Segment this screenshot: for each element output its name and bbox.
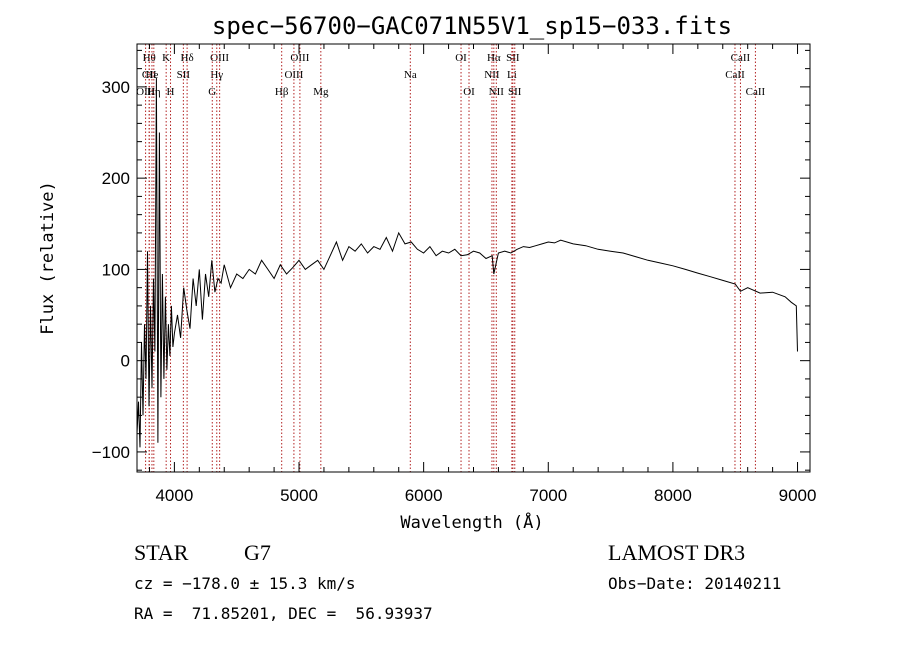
- x-tick-label: 9000: [779, 486, 817, 505]
- line-label: OI: [455, 52, 467, 64]
- line-label: NII: [484, 69, 500, 81]
- y-tick-label: 0: [121, 352, 130, 371]
- line-label: OIII: [290, 52, 309, 64]
- line-label: Li: [507, 69, 517, 81]
- line-label: OI: [463, 86, 475, 98]
- line-label: Na: [404, 69, 417, 81]
- subclass: G7: [244, 540, 271, 565]
- line-label: Hγ: [210, 69, 223, 81]
- line-label: He: [146, 69, 159, 81]
- line-label: Hδ: [181, 52, 194, 64]
- object-class: STAR: [134, 540, 189, 565]
- coordinates: RA = 71.85201, DEC = 56.93937: [134, 604, 433, 623]
- x-tick-label: 7000: [529, 486, 567, 505]
- line-label: Hα: [487, 52, 501, 64]
- line-label: SII: [506, 52, 520, 64]
- plot-frame: [136, 43, 811, 473]
- y-tick-label: 300: [102, 78, 130, 97]
- chart-title: spec−56700−GAC071N55V1_sp15−033.fits: [212, 12, 732, 40]
- x-tick-label: 4000: [155, 486, 193, 505]
- line-label: Hβ: [275, 86, 289, 98]
- x-tick-label: 8000: [654, 486, 692, 505]
- spectrum-line: [136, 77, 798, 448]
- line-label: H: [167, 86, 175, 98]
- survey-name: LAMOST DR3: [608, 540, 746, 565]
- x-tick-label: 6000: [405, 486, 443, 505]
- line-label: NII: [489, 86, 505, 98]
- line-label: SII: [177, 69, 191, 81]
- observation-date: Obs−Date: 20140211: [608, 574, 782, 593]
- line-label: OIII: [210, 52, 229, 64]
- x-axis-label: Wavelength (Å): [400, 511, 543, 533]
- line-label: CaII: [731, 52, 751, 64]
- redshift-velocity: cz = −178.0 ± 15.3 km/s: [134, 574, 356, 593]
- y-tick-label: 100: [102, 260, 130, 279]
- line-label: SII: [508, 86, 522, 98]
- line-label: K: [162, 52, 170, 64]
- spectrum-layer: [136, 77, 798, 448]
- x-axis: 4000 5000 6000 7000 8000 9000: [148, 44, 817, 505]
- line-label: Mg: [313, 86, 329, 98]
- line-label: G: [208, 86, 216, 98]
- y-axis-label: Flux (relative): [38, 181, 58, 335]
- line-label: OIII: [284, 69, 303, 81]
- y-tick-label: −100: [92, 443, 130, 462]
- y-tick-label: 200: [102, 169, 130, 188]
- line-label: Hη: [147, 86, 161, 98]
- line-label: CaII: [746, 86, 766, 98]
- line-label: CaII: [725, 69, 745, 81]
- x-tick-label: 5000: [280, 486, 318, 505]
- line-label: OIII: [136, 86, 155, 98]
- y-axis: −100 0 100 200 300: [92, 49, 810, 471]
